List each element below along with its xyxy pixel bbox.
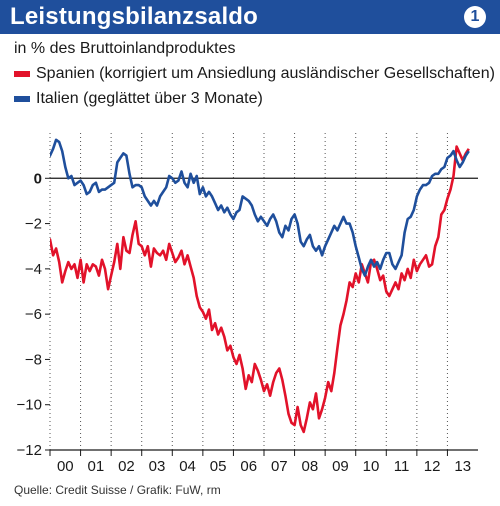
x-tick-label: 12 xyxy=(424,458,441,475)
source-note: Quelle: Credit Suisse / Grafik: FuW, rm xyxy=(14,483,221,497)
x-tick-label: 08 xyxy=(302,458,319,475)
y-tick-label: 0 xyxy=(34,170,42,187)
y-tick-label: −8 xyxy=(25,351,42,368)
chart-subtitle: in % des Bruttoinlandproduktes xyxy=(14,40,236,57)
y-tick-label: −10 xyxy=(17,397,42,414)
legend-swatch-spain xyxy=(14,71,30,77)
chart-title: Leistungsbilanzsaldo xyxy=(10,3,259,30)
x-tick-label: 07 xyxy=(271,458,288,475)
y-tick-label: −6 xyxy=(25,306,42,323)
x-tick-label: 04 xyxy=(179,458,196,475)
legend-label-italy: Italien (geglättet über 3 Monate) xyxy=(36,90,263,107)
legend-item-italy: Italien (geglättet über 3 Monate) xyxy=(14,90,263,108)
x-tick-label: 13 xyxy=(454,458,471,475)
x-tick-label: 01 xyxy=(88,458,105,475)
y-tick-label: −4 xyxy=(25,261,42,278)
legend-item-spain: Spanien (korrigiert um Ansiedlung auslän… xyxy=(14,65,495,83)
x-tick-label: 00 xyxy=(57,458,74,475)
x-tick-label: 09 xyxy=(332,458,349,475)
series-line-spain xyxy=(50,145,470,434)
chart-number-badge: 1 xyxy=(464,6,486,28)
x-tick-label: 11 xyxy=(394,458,410,475)
x-tick-label: 02 xyxy=(118,458,135,475)
y-tick-label: −12 xyxy=(17,442,42,459)
line-chart: 0 −2 −4 −6 −8 −10 −12 00 01 02 03 04 05 06 07 08 09 10 11 1… xyxy=(17,133,478,475)
x-tick-label: 05 xyxy=(210,458,227,475)
series-line-italy xyxy=(50,138,470,277)
legend-label-spain: Spanien (korrigiert um Ansiedlung auslän… xyxy=(36,65,495,82)
x-tick-label: 06 xyxy=(240,458,257,475)
y-tick-label: −2 xyxy=(25,216,42,233)
legend-swatch-italy xyxy=(14,96,30,102)
x-tick-label: 03 xyxy=(149,458,166,475)
chart-header: Leistungsbilanzsaldo 1 xyxy=(0,0,500,34)
x-tick-label: 10 xyxy=(363,458,380,475)
